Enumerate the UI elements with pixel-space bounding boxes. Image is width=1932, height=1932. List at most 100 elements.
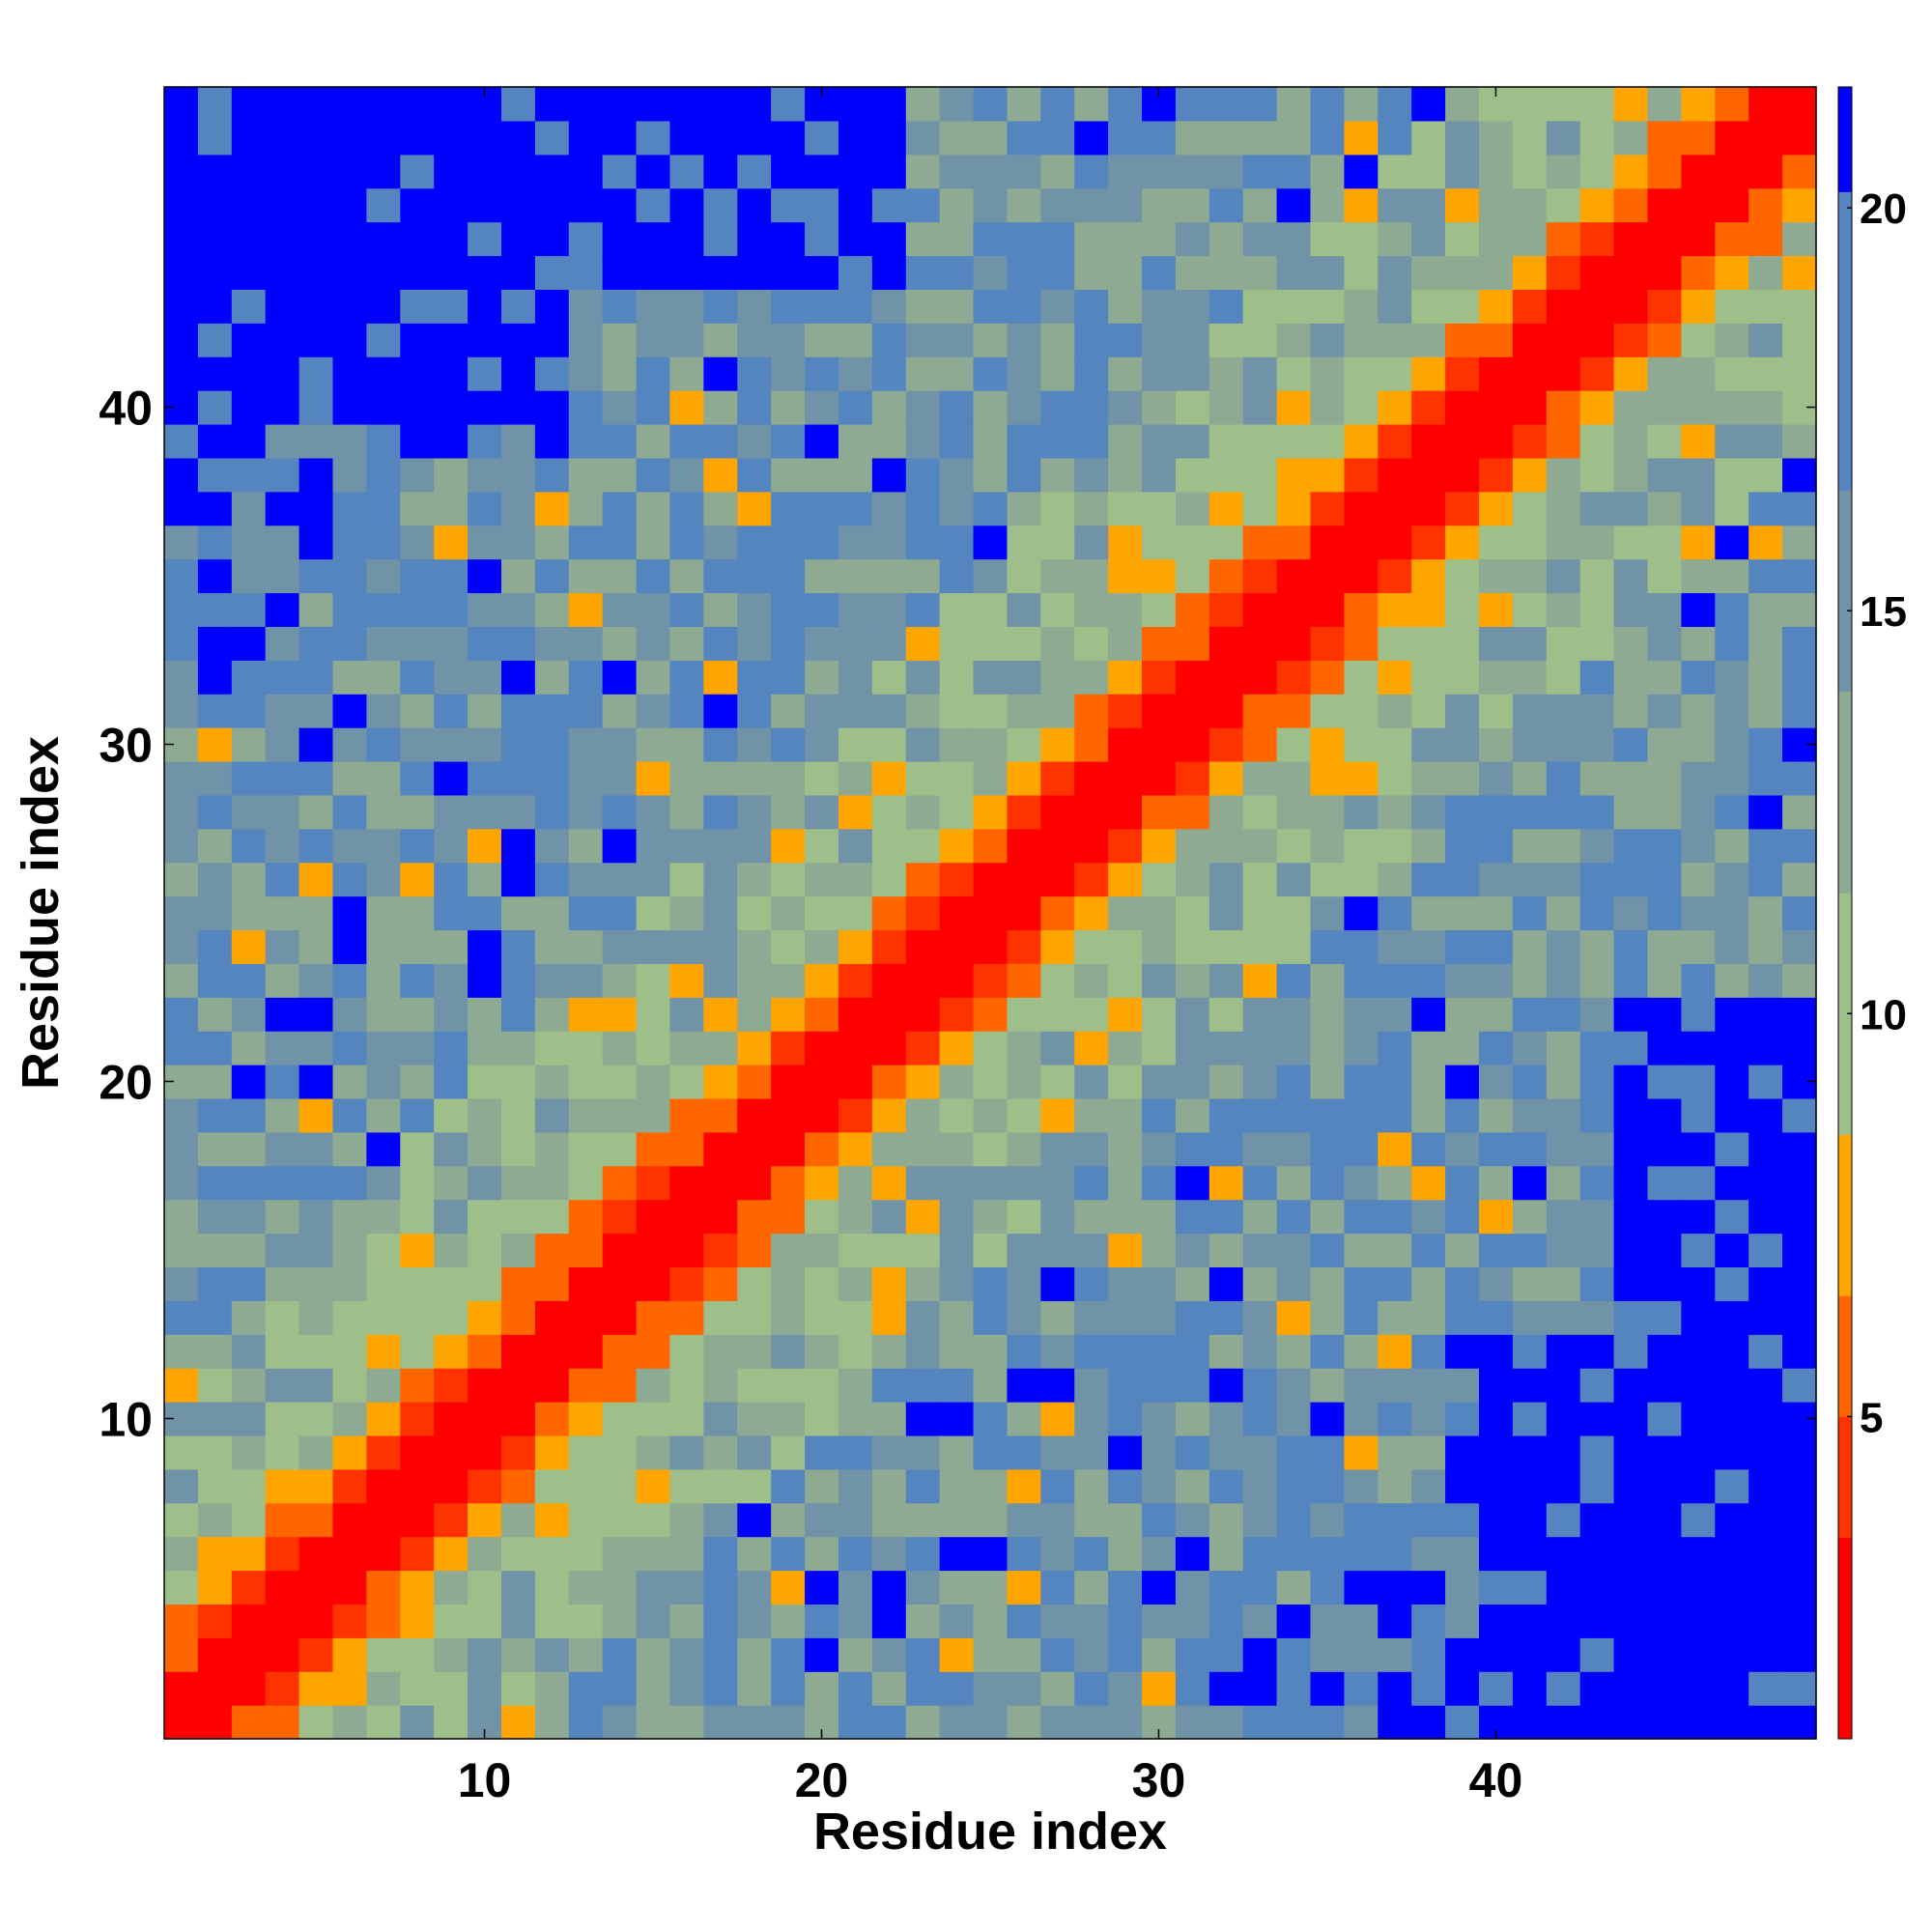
x-tick-label: 30 [1132,1753,1186,1807]
heatmap-cell [1175,1705,1210,1740]
heatmap-cell [1142,255,1177,290]
heatmap-cell [973,491,1009,526]
heatmap-cell [703,423,738,459]
heatmap-cell [737,1065,772,1099]
heatmap-cell [1715,626,1749,661]
heatmap-cell [602,862,638,897]
heatmap-cell [1074,694,1109,728]
heatmap-cell [871,660,907,695]
heatmap-cell [332,1097,367,1133]
heatmap-cell [737,794,772,830]
heatmap-cell [1074,727,1109,762]
heatmap-cell [1242,626,1278,661]
heatmap-cell [366,1300,401,1335]
heatmap-cell [1074,558,1109,594]
heatmap-cell [568,963,604,998]
heatmap-cell [805,727,839,762]
heatmap-cell [771,1199,806,1235]
heatmap-cell [400,794,435,830]
heatmap-cell [1276,423,1312,459]
heatmap-cell [1681,1570,1716,1605]
heatmap-cell [1242,1671,1278,1706]
heatmap-cell [197,660,233,695]
colorbar-tick-label: 15 [1860,588,1907,636]
heatmap-cell [400,187,435,223]
heatmap-cell [1512,1570,1548,1605]
heatmap-cell [1108,491,1143,526]
heatmap-cell [1142,154,1177,189]
heatmap-cell [298,895,334,931]
heatmap-cell [1647,963,1683,998]
heatmap-cell [1108,997,1143,1032]
heatmap-cell [703,660,738,695]
heatmap-cell [669,660,704,695]
heatmap-cell [1142,592,1177,627]
heatmap-cell [1040,828,1075,864]
heatmap-cell [1479,1435,1514,1470]
heatmap-cell [164,457,199,493]
heatmap-cell [1276,862,1312,897]
heatmap-cell [1378,356,1412,391]
heatmap-cell [568,323,604,357]
heatmap-cell [366,794,401,830]
heatmap-cell [1479,1065,1514,1099]
heatmap-cell [1748,255,1783,290]
heatmap-cell [1647,895,1683,931]
heatmap-cell [468,187,502,223]
heatmap-cell [805,255,839,290]
heatmap-cell [298,997,334,1032]
heatmap-cell [1411,660,1446,695]
heatmap-cell [434,794,469,830]
heatmap-cell [1681,423,1716,459]
heatmap-cell [400,1233,435,1268]
heatmap-cell [1681,626,1716,661]
heatmap-cell [265,457,300,493]
heatmap-cell [1108,694,1143,728]
heatmap-cell [1378,120,1412,156]
heatmap-cell [265,1468,300,1504]
heatmap-cell [1613,1165,1649,1201]
heatmap-cell [434,929,469,964]
heatmap-cell [1007,1705,1041,1740]
heatmap-cell [534,491,570,526]
heatmap-cell [871,626,907,661]
x-axis-label: Residue index [813,1803,1167,1861]
heatmap-cell [703,1536,738,1572]
heatmap-cell [1175,727,1210,762]
heatmap-cell [434,558,469,594]
heatmap-cell [1546,1065,1581,1099]
heatmap-cell [905,423,941,459]
heatmap-cell [1142,694,1177,728]
heatmap-cell [636,323,671,357]
heatmap-cell [1074,120,1109,156]
heatmap-cell [1411,491,1446,526]
heatmap-cell [400,1604,435,1638]
heatmap-cell [1208,1435,1244,1470]
heatmap-cell [1040,1570,1075,1605]
heatmap-cell [1276,356,1312,391]
heatmap-cell [1108,457,1143,493]
heatmap-cell [1579,1368,1615,1403]
heatmap-cell [1242,390,1278,425]
heatmap-cell [1108,1502,1143,1538]
heatmap-cell [1142,491,1177,526]
heatmap-cell [905,1435,941,1470]
heatmap-cell [231,1705,267,1740]
heatmap-cell [703,862,738,897]
heatmap-cell [1546,323,1581,357]
heatmap-cell [838,1402,873,1436]
heatmap-cell [1411,1637,1446,1672]
heatmap-cell [1579,558,1615,594]
heatmap-cell [939,457,975,493]
heatmap-cell [1411,1233,1446,1268]
heatmap-cell [838,558,873,594]
heatmap-cell [434,828,469,864]
heatmap-cell [265,794,300,830]
heatmap-cell [231,1502,267,1538]
heatmap-cell [602,997,638,1032]
heatmap-cell [1378,390,1412,425]
heatmap-cell [1344,1199,1378,1235]
heatmap-cell [1074,1536,1109,1572]
heatmap-cell [534,1300,570,1335]
heatmap-cell [468,1637,502,1672]
